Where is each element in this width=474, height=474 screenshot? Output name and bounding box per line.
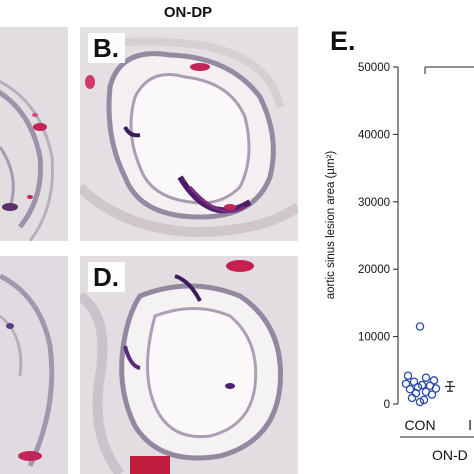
- y-axis-label: aortic sinus lesion area (µm²): [325, 151, 337, 300]
- data-point: [421, 373, 431, 382]
- category-label-second: l: [468, 417, 471, 433]
- data-point: [427, 390, 437, 399]
- histology-panel-b: B.: [80, 27, 298, 241]
- data-point: [401, 379, 411, 389]
- chart-panel-letter: E.: [330, 26, 356, 56]
- y-tick-label: 30000: [358, 197, 390, 209]
- y-tick-label: 10000: [358, 332, 390, 344]
- mean-sem-bars: [445, 381, 455, 392]
- data-point: [409, 377, 419, 387]
- data-point: [407, 393, 417, 403]
- histology-panel-a-partial: [0, 27, 68, 241]
- group-label: ON-D: [432, 447, 468, 463]
- y-ticks: 0 10000 20000 30000 40000 50000: [358, 62, 398, 411]
- y-tick-label: 50000: [358, 62, 390, 74]
- lesion-area-chart: 0 10000 20000 30000 40000 50000 aortic sinus …: [325, 62, 474, 463]
- panel-letter-b: B.: [88, 33, 125, 63]
- data-points: [401, 322, 441, 407]
- data-point: [431, 384, 441, 393]
- category-label-con: CON: [404, 417, 435, 433]
- data-point: [429, 376, 439, 385]
- data-point: [419, 395, 429, 405]
- panel-letter-d: D.: [88, 262, 125, 292]
- y-tick-label: 40000: [358, 129, 390, 141]
- data-point: [403, 371, 413, 380]
- y-tick-label: 20000: [358, 264, 390, 276]
- data-point: [415, 397, 425, 407]
- group-title: ON-DP: [163, 4, 213, 21]
- histology-panel-c-partial: [0, 256, 68, 474]
- y-tick-label: 0: [384, 399, 390, 411]
- data-point: [417, 380, 427, 390]
- data-point: [415, 322, 425, 331]
- data-point: [405, 384, 415, 394]
- histology-panel-d: D.: [80, 256, 298, 474]
